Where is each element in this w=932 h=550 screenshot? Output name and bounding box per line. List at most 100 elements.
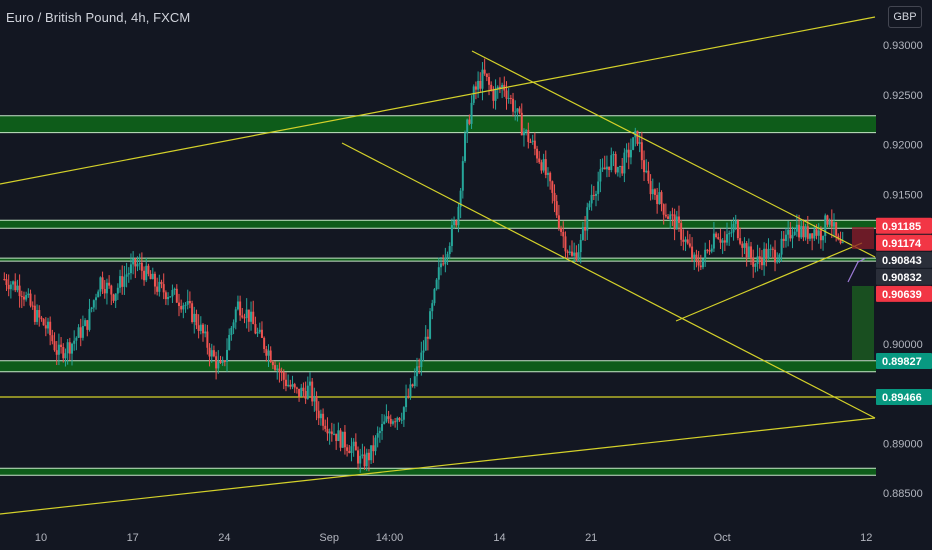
candle-body-258 [566, 251, 569, 253]
candle-body-285 [625, 149, 628, 153]
candle-body-135 [298, 388, 301, 397]
candle-body-137 [302, 387, 305, 391]
support-resistance-zones [0, 115, 876, 476]
candle-body-175 [385, 416, 388, 422]
candle-body-55 [123, 276, 126, 287]
candle-body-218 [479, 80, 482, 89]
candle-body-280 [614, 154, 617, 173]
candle-body-213 [468, 119, 471, 124]
candle-body-73 [162, 284, 165, 293]
candle-body-8 [20, 296, 23, 298]
candle-body-223 [490, 84, 493, 90]
candle-body-269 [590, 194, 593, 204]
candle-body-298 [653, 189, 656, 195]
candle-body-226 [496, 86, 499, 89]
candle-body-274 [601, 167, 604, 170]
candle-body-304 [667, 216, 670, 219]
candle-body-69 [153, 273, 156, 287]
candle-body-170 [374, 437, 377, 452]
candle-body-98 [217, 361, 220, 369]
currency-button[interactable]: GBP [888, 6, 922, 28]
candle-body-29 [66, 342, 69, 354]
candle-body-378 [828, 220, 831, 225]
candle-body-147 [324, 425, 327, 429]
candle-body-271 [595, 193, 598, 196]
candle-body-45 [101, 277, 104, 290]
candle-body-162 [357, 450, 360, 464]
candle-body-104 [230, 327, 233, 335]
candle-body-155 [341, 431, 344, 448]
candle-body-267 [586, 207, 589, 231]
candle-body-341 [747, 246, 750, 258]
candle-body-198 [435, 279, 438, 290]
candle-body-294 [645, 170, 648, 173]
candle-body-3 [9, 284, 12, 290]
candle-body-176 [387, 416, 390, 419]
candle-body-1 [5, 279, 8, 285]
candle-body-11 [27, 293, 30, 296]
candle-body-88 [195, 313, 198, 326]
candle-body-132 [291, 384, 294, 387]
candle-body-369 [808, 233, 811, 239]
candle-body-166 [365, 452, 368, 467]
candle-body-260 [570, 251, 573, 256]
candle-body-200 [439, 263, 442, 268]
candle-body-332 [728, 233, 731, 235]
candle-body-296 [649, 181, 652, 195]
candle-body-306 [671, 214, 674, 216]
candle-body-207 [455, 220, 458, 226]
candle-body-299 [656, 194, 659, 204]
upper-channel-line [0, 16, 876, 185]
candle-body-257 [564, 236, 567, 252]
candle-body-241 [529, 141, 532, 143]
candle-body-97 [215, 356, 218, 369]
price-label-bg-6 [876, 388, 932, 405]
price-label-6: 0.89466 [882, 392, 922, 404]
candle-body-52 [116, 287, 119, 294]
candle-body-125 [276, 368, 279, 370]
candle-body-318 [697, 260, 700, 266]
candle-body-384 [841, 242, 844, 244]
candle-body-31 [71, 343, 74, 354]
time-tick-0: 10 [35, 532, 47, 544]
candle-body-354 [776, 259, 779, 263]
candle-body-110 [243, 317, 246, 319]
price-tick-2: 0.92000 [883, 140, 923, 152]
candle-body-250 [549, 172, 552, 182]
candle-body-109 [241, 315, 244, 318]
candle-body-244 [536, 148, 539, 159]
price-tick-5: 0.89000 [883, 438, 923, 450]
candle-body-4 [12, 281, 15, 285]
candle-body-334 [732, 223, 735, 233]
candle-body-220 [483, 69, 486, 74]
candle-body-79 [175, 288, 178, 303]
candle-body-141 [311, 381, 314, 402]
candle-body-160 [352, 441, 355, 447]
candle-body-173 [381, 423, 384, 431]
candle-body-199 [437, 267, 440, 280]
candle-body-335 [734, 220, 737, 224]
candle-body-367 [804, 226, 807, 238]
candle-body-21 [49, 321, 52, 336]
candle-body-239 [525, 130, 528, 132]
candle-body-197 [433, 289, 436, 304]
candle-body-225 [494, 88, 497, 101]
candle-body-345 [756, 256, 759, 264]
candle-body-355 [778, 254, 781, 260]
target-box-red [852, 227, 874, 249]
candle-body-233 [512, 98, 515, 112]
candle-body-310 [680, 222, 683, 240]
candle-body-107 [236, 301, 239, 310]
candle-body-119 [263, 337, 266, 350]
candle-body-39 [88, 308, 91, 330]
candle-body-145 [319, 413, 322, 419]
candle-body-18 [42, 319, 45, 326]
candle-body-356 [780, 238, 783, 255]
candle-body-193 [424, 336, 427, 351]
candle-body-169 [372, 445, 375, 452]
candle-body-127 [280, 371, 283, 373]
price-label-1: 0.91174 [882, 238, 922, 250]
candle-body-167 [367, 452, 370, 461]
candle-body-2 [7, 284, 10, 290]
